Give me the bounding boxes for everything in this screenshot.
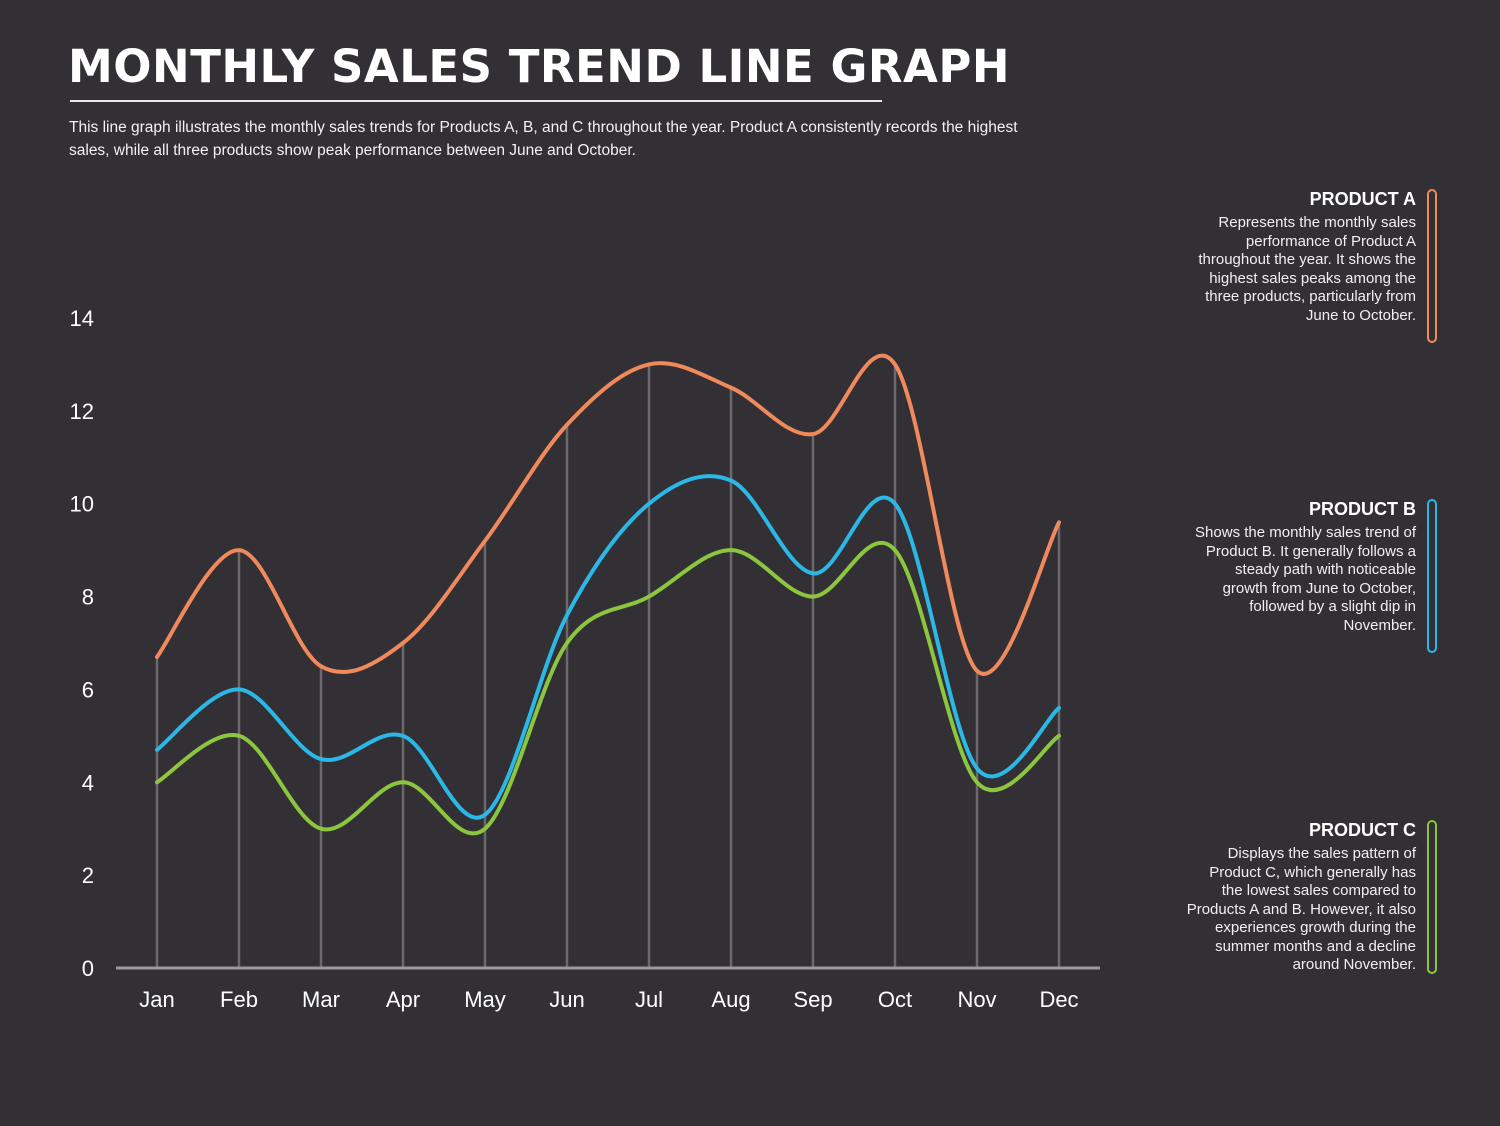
legend-bar-product-a xyxy=(1427,189,1437,343)
x-tick-label-mar: Mar xyxy=(302,987,340,1012)
legend-desc-product-b: Shows the monthly sales trend of Product… xyxy=(1195,524,1416,634)
title-underline xyxy=(70,100,882,102)
legend-bar-product-b xyxy=(1427,499,1437,653)
x-tick-label-jul: Jul xyxy=(635,987,663,1012)
legend-item-product-c: PRODUCT C Displays the sales pattern of … xyxy=(1186,820,1416,975)
x-tick-label-nov: Nov xyxy=(957,987,996,1012)
legend-desc-product-c: Displays the sales pattern of Product C,… xyxy=(1186,845,1416,973)
x-tick-label-aug: Aug xyxy=(711,987,750,1012)
y-tick-label: 10 xyxy=(70,492,94,517)
x-tick-label-jan: Jan xyxy=(139,987,174,1012)
y-tick-label: 14 xyxy=(70,306,94,331)
x-tick-label-sep: Sep xyxy=(793,987,832,1012)
chart-title: MONTHLY SALES TREND LINE GRAPH xyxy=(68,40,1011,93)
x-tick-label-feb: Feb xyxy=(220,987,258,1012)
chart-description: This line graph illustrates the monthly … xyxy=(69,119,1018,159)
series-lines xyxy=(155,353,1061,836)
legend-bar-product-c xyxy=(1427,820,1437,974)
y-tick-label: 12 xyxy=(70,399,94,424)
legend-item-product-a: PRODUCT A Represents the monthly sales p… xyxy=(1186,189,1416,325)
legend-title-product-a: PRODUCT A xyxy=(1309,189,1416,209)
x-axis-ticks: Jan Feb Mar Apr May Jun Jul Aug Sep Oct Nov Dec xyxy=(139,987,1078,1012)
x-tick-label-may: May xyxy=(464,987,506,1012)
legend-item-product-b: PRODUCT B Shows the monthly sales trend … xyxy=(1186,499,1416,635)
series-line-product-b xyxy=(155,474,1061,820)
series-line-product-c xyxy=(155,540,1061,836)
series-line-product-a xyxy=(155,353,1061,676)
x-tick-label-dec: Dec xyxy=(1039,987,1078,1012)
legend-title-product-b: PRODUCT B xyxy=(1309,499,1416,519)
x-tick-label-oct: Oct xyxy=(878,987,912,1012)
y-tick-label: 4 xyxy=(82,770,94,795)
x-tick-label-apr: Apr xyxy=(386,987,420,1012)
legend-title-product-c: PRODUCT C xyxy=(1309,820,1416,840)
y-tick-label: 2 xyxy=(82,863,94,888)
y-tick-label: 0 xyxy=(82,956,94,981)
y-axis-ticks: 0 2 4 6 8 10 12 14 xyxy=(70,306,94,981)
y-tick-label: 6 xyxy=(82,677,94,702)
grid-lines xyxy=(155,364,1061,968)
x-tick-label-jun: Jun xyxy=(549,987,584,1012)
legend-desc-product-a: Represents the monthly sales performance… xyxy=(1198,214,1416,324)
y-tick-label: 8 xyxy=(82,585,94,610)
